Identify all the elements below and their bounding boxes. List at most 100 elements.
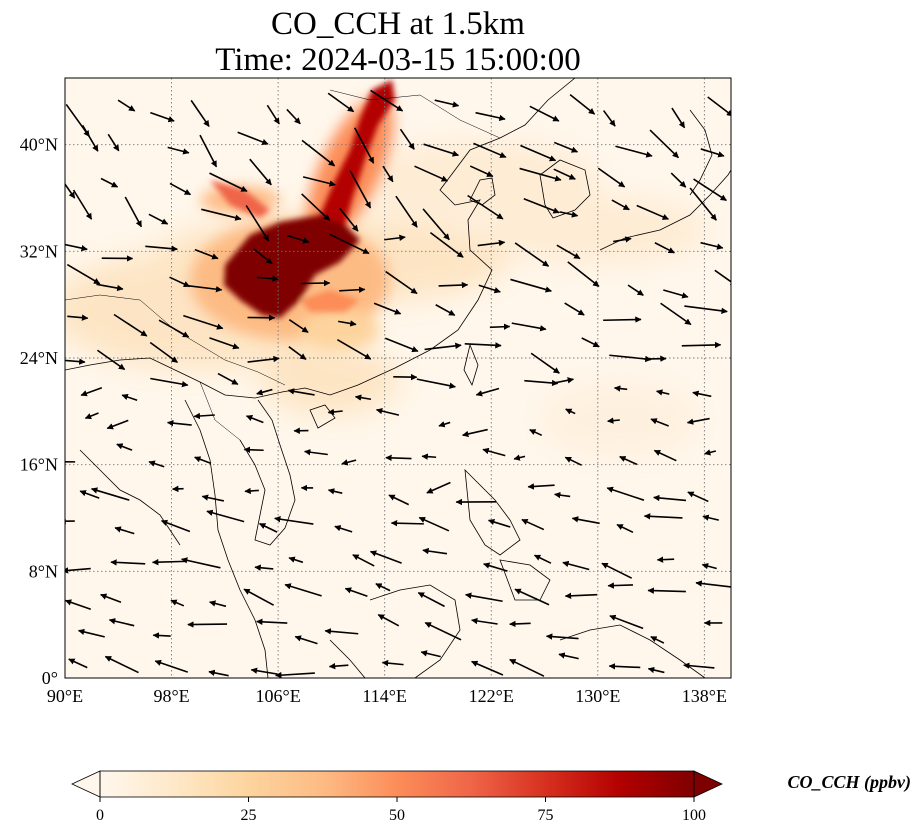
wind-arrow	[520, 144, 557, 162]
lon-tick-label: 114°E	[362, 686, 407, 706]
wind-arrow	[426, 481, 451, 494]
wind-arrow	[245, 205, 270, 242]
wind-arrow	[381, 659, 404, 667]
wind-arrow	[145, 245, 178, 252]
wind-arrow	[65, 103, 90, 138]
lat-tick-label: 0°	[42, 668, 58, 688]
lat-tick-label: 40°N	[20, 135, 58, 155]
wind-arrow	[565, 408, 576, 415]
wind-arrow	[607, 417, 620, 424]
wind-arrow	[424, 342, 462, 351]
wind-arrow	[194, 456, 212, 465]
wind-arrow	[399, 128, 415, 150]
wind-arrow	[254, 564, 274, 571]
wind-arrow	[370, 89, 404, 112]
wind-arrow	[650, 418, 669, 427]
wind-arrow	[553, 168, 576, 180]
wind-arrow	[65, 243, 88, 252]
wind-arrow	[100, 177, 119, 188]
wind-arrow	[686, 417, 710, 425]
wind-arrow	[206, 509, 245, 523]
wind-arrow	[564, 302, 585, 316]
wind-arrow	[615, 145, 653, 158]
wind-arrow	[194, 248, 219, 260]
wind-arrow	[266, 104, 280, 125]
gridlines	[65, 78, 731, 678]
wind-arrow	[423, 143, 460, 157]
wind-arrow	[286, 108, 301, 125]
wind-arrow	[513, 454, 526, 461]
wind-arrow	[249, 158, 272, 186]
wind-arrow	[166, 419, 192, 427]
wind-arrow	[471, 660, 504, 676]
wind-arrow	[545, 633, 579, 640]
wind-arrow	[519, 167, 562, 182]
wind-arrow	[150, 111, 175, 123]
wind-arrow	[185, 284, 223, 293]
wind-arrow	[556, 244, 581, 260]
wind-arrow	[117, 99, 136, 112]
wind-arrow	[523, 198, 560, 214]
wind-arrow	[288, 346, 307, 361]
wind-arrow	[382, 165, 394, 183]
wind-arrow	[607, 582, 633, 589]
wind-arrow	[237, 131, 269, 145]
wind-arrow	[438, 421, 451, 428]
wind-arrow	[334, 525, 353, 533]
wind-arrow	[483, 562, 508, 572]
wind-arrow	[65, 567, 91, 574]
wind-arrow	[616, 523, 634, 534]
longitude-tick-labels: 90°E 98°E 106°E 114°E 122°E 130°E 138°E	[47, 686, 727, 706]
wind-arrow	[695, 580, 731, 588]
wind-arrow	[602, 110, 616, 127]
wind-arrow	[253, 248, 273, 265]
wind-arrow	[627, 284, 644, 296]
wind-arrow	[704, 449, 717, 456]
wind-arrow	[660, 302, 692, 326]
wind-arrow	[327, 408, 343, 416]
colorbar-tick-label: 75	[538, 807, 554, 824]
wind-arrow	[487, 518, 511, 528]
wind-arrow	[514, 242, 550, 267]
wind-arrow	[169, 182, 192, 196]
wind-arrow	[187, 621, 228, 628]
wind-arrow	[344, 587, 368, 598]
wind-arrow	[301, 139, 336, 167]
wind-arrow	[422, 547, 448, 555]
wind-arrow	[414, 165, 449, 182]
wind-arrow	[611, 199, 630, 211]
wind-arrow	[707, 96, 731, 117]
wind-arrow	[700, 148, 725, 158]
wind-arrow	[369, 550, 402, 564]
wind-arrow	[597, 167, 626, 188]
colorbar-extend-min	[71, 770, 101, 798]
wind-arrow	[66, 263, 101, 285]
wind-arrow	[77, 628, 105, 638]
colorbar-ticks: 0 25 50 75 100	[96, 797, 706, 824]
wind-arrow	[654, 242, 675, 254]
wind-arrow	[533, 554, 552, 564]
lon-tick-label: 138°E	[682, 686, 727, 706]
wind-arrow	[193, 412, 215, 420]
wind-arrow	[656, 389, 670, 396]
wind-arrow	[390, 519, 424, 527]
wind-arrow	[567, 261, 600, 288]
wind-arrow	[329, 233, 370, 255]
wind-arrow	[327, 92, 355, 113]
wind-arrow	[384, 337, 419, 353]
wind-arrow	[294, 635, 318, 645]
wind-arrow	[327, 488, 343, 495]
wind-arrow	[464, 342, 502, 349]
wind-arrow	[243, 446, 264, 453]
wind-arrow	[670, 172, 687, 188]
wind-arrow	[337, 339, 372, 360]
colorbar-extend-max	[693, 770, 723, 798]
wind-arrow	[158, 319, 190, 338]
wind-arrow	[656, 556, 675, 563]
wind-arrow	[509, 658, 545, 677]
wind-arrow	[116, 443, 133, 451]
wind-arrow	[438, 281, 469, 289]
title-line-2: Time: 2024-03-15 15:00:00	[215, 42, 581, 78]
wind-arrow	[524, 379, 559, 387]
wind-arrow	[354, 394, 372, 401]
